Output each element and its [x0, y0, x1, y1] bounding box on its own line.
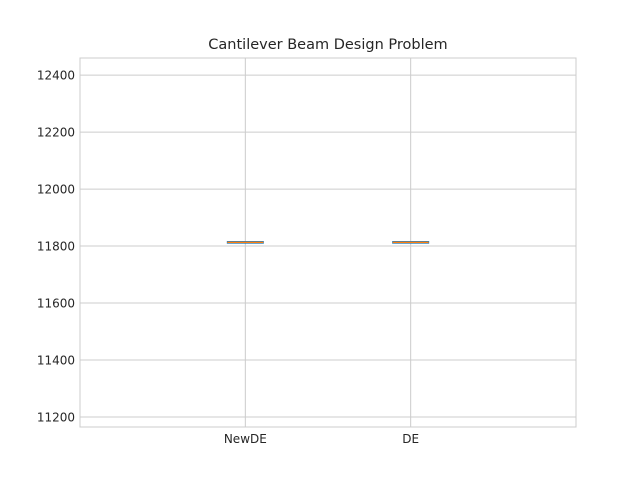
x-tick-label: NewDE	[224, 432, 267, 446]
y-tick-label: 12000	[37, 183, 75, 197]
y-tick-labels: 11200 11400 11600 11800 12000 12200 12400	[37, 69, 75, 425]
y-tick-label: 11400	[37, 354, 75, 368]
box-plot-newde	[226, 241, 264, 244]
y-tick-label: 11200	[37, 411, 75, 425]
y-tick-label: 12400	[37, 69, 75, 83]
plot-frame	[79, 57, 577, 428]
grid	[80, 58, 576, 427]
x-tick-labels: NewDE DE	[224, 432, 419, 446]
box-plot-de	[392, 241, 430, 244]
x-tick-label: DE	[402, 432, 419, 446]
box-marks	[226, 241, 430, 244]
y-tick-label: 12200	[37, 126, 75, 140]
y-tick-label: 11600	[37, 297, 75, 311]
y-tick-label: 11800	[37, 240, 75, 254]
chart-title: Cantilever Beam Design Problem	[208, 37, 447, 53]
